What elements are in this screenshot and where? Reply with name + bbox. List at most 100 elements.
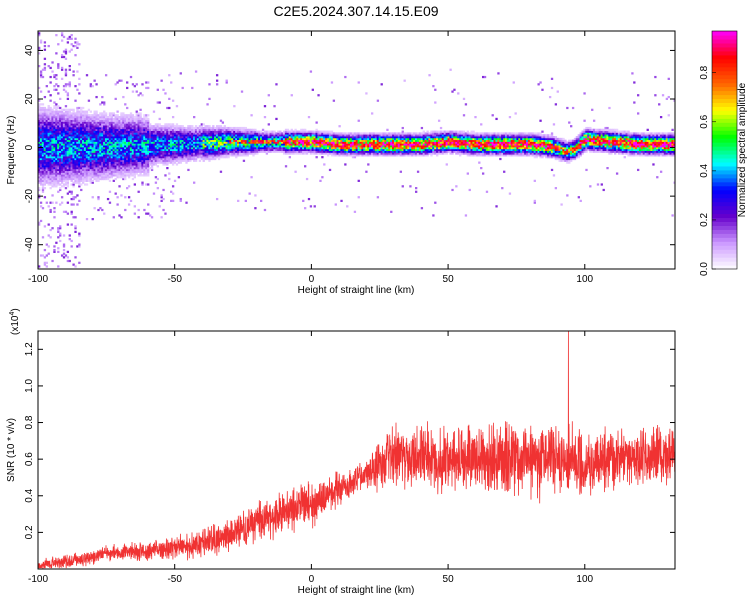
heatmap-cell <box>162 88 165 91</box>
heatmap-cell <box>150 157 154 161</box>
heatmap-cell <box>101 159 104 162</box>
heatmap-cell <box>53 152 56 155</box>
heatmap-cell <box>135 132 138 135</box>
heatmap-cell <box>307 150 311 153</box>
heatmap-cell <box>357 134 360 137</box>
heatmap-cell <box>294 141 297 144</box>
heatmap-cell <box>129 114 133 117</box>
heatmap-cell <box>225 143 228 146</box>
heatmap-cell <box>206 136 209 139</box>
heatmap-cell <box>200 157 203 161</box>
heatmap-cell <box>273 143 276 146</box>
heatmap-cell <box>126 116 129 119</box>
heatmap-cell <box>47 90 50 93</box>
heatmap-cell <box>263 139 267 142</box>
heatmap-cell <box>62 243 66 246</box>
heatmap-cell <box>116 143 119 146</box>
heatmap-cell <box>104 152 108 155</box>
heatmap-cell <box>62 156 66 159</box>
heatmap-cell <box>127 172 131 175</box>
heatmap-cell <box>41 157 45 161</box>
heatmap-cell <box>129 125 133 128</box>
heatmap-cell <box>382 132 385 135</box>
heatmap-cell <box>82 112 85 115</box>
heatmap-cell <box>116 159 119 162</box>
heatmap-cell <box>227 126 230 130</box>
heatmap-cell <box>101 134 104 137</box>
heatmap-cell <box>76 139 79 142</box>
heatmap-cell <box>103 170 106 173</box>
heatmap-cell <box>53 167 56 170</box>
heatmap-cell <box>170 141 173 144</box>
heatmap-cell <box>275 136 278 139</box>
heatmap-cell <box>143 157 146 161</box>
heatmap-cell <box>70 34 73 37</box>
heatmap-cell <box>145 145 148 148</box>
heatmap-cell <box>353 150 357 153</box>
heatmap-cell <box>127 174 131 177</box>
heatmap-cell <box>133 205 137 208</box>
heatmap-cell <box>221 121 225 124</box>
heatmap-cell <box>80 132 83 135</box>
heatmap-cell <box>45 132 48 135</box>
heatmap-cell <box>103 148 106 152</box>
heatmap-cell <box>137 163 140 166</box>
heatmap-cell <box>62 161 66 164</box>
heatmap-cell <box>41 236 45 239</box>
heatmap-cell <box>85 218 89 221</box>
heatmap-cell <box>103 139 106 142</box>
heatmap-cell <box>217 126 221 130</box>
heatmap-cell <box>137 152 140 155</box>
heatmap-cell <box>135 152 138 155</box>
heatmap-cell <box>41 141 45 144</box>
heatmap-cell <box>361 141 364 144</box>
heatmap-cell <box>353 137 357 141</box>
heatmap-cell <box>357 152 360 155</box>
heatmap-cell <box>91 146 94 150</box>
heatmap-cell <box>131 123 135 126</box>
heatmap-cell <box>143 159 146 162</box>
heatmap-cell <box>235 143 238 146</box>
heatmap-cell <box>120 130 123 133</box>
heatmap-cell <box>68 150 71 153</box>
heatmap-cell <box>424 136 427 139</box>
heatmap-cell <box>60 77 64 80</box>
heatmap-cell <box>361 150 364 153</box>
heatmap-cell <box>242 154 246 157</box>
heatmap-cell <box>124 161 127 164</box>
heatmap-cell <box>55 106 58 110</box>
heatmap-cell <box>248 192 251 195</box>
heatmap-cell <box>256 150 259 153</box>
heatmap-cell <box>154 128 158 131</box>
heatmap-cell <box>70 117 73 121</box>
heatmap-cell <box>212 145 215 148</box>
heatmap-cell <box>110 117 114 121</box>
heatmap-cell <box>317 134 320 137</box>
heatmap-cell <box>68 136 71 139</box>
heatmap-cell <box>72 197 75 201</box>
heatmap-cell <box>131 119 135 122</box>
heatmap-cell <box>131 126 135 130</box>
heatmap-cell <box>68 156 71 159</box>
heatmap-cell <box>91 179 94 182</box>
heatmap-cell <box>204 146 207 150</box>
heatmap-cell <box>104 130 108 133</box>
heatmap-cell <box>49 125 52 128</box>
heatmap-cell <box>103 136 106 139</box>
heatmap-cell <box>64 170 68 173</box>
heatmap-cell <box>45 136 48 139</box>
heatmap-cell <box>434 148 437 152</box>
heatmap-cell <box>82 125 85 128</box>
heatmap-cell <box>231 145 234 148</box>
heatmap-cell <box>112 112 115 115</box>
heatmap-cell <box>70 172 73 175</box>
heatmap-cell <box>76 121 79 124</box>
heatmap-cell <box>49 170 52 173</box>
heatmap-cell <box>208 152 211 155</box>
heatmap-cell <box>346 145 349 148</box>
heatmap-cell <box>238 126 242 130</box>
heatmap-cell <box>194 132 198 135</box>
heatmap-cell <box>143 116 146 119</box>
heatmap-cell <box>137 137 140 141</box>
heatmap-cell <box>57 92 60 95</box>
